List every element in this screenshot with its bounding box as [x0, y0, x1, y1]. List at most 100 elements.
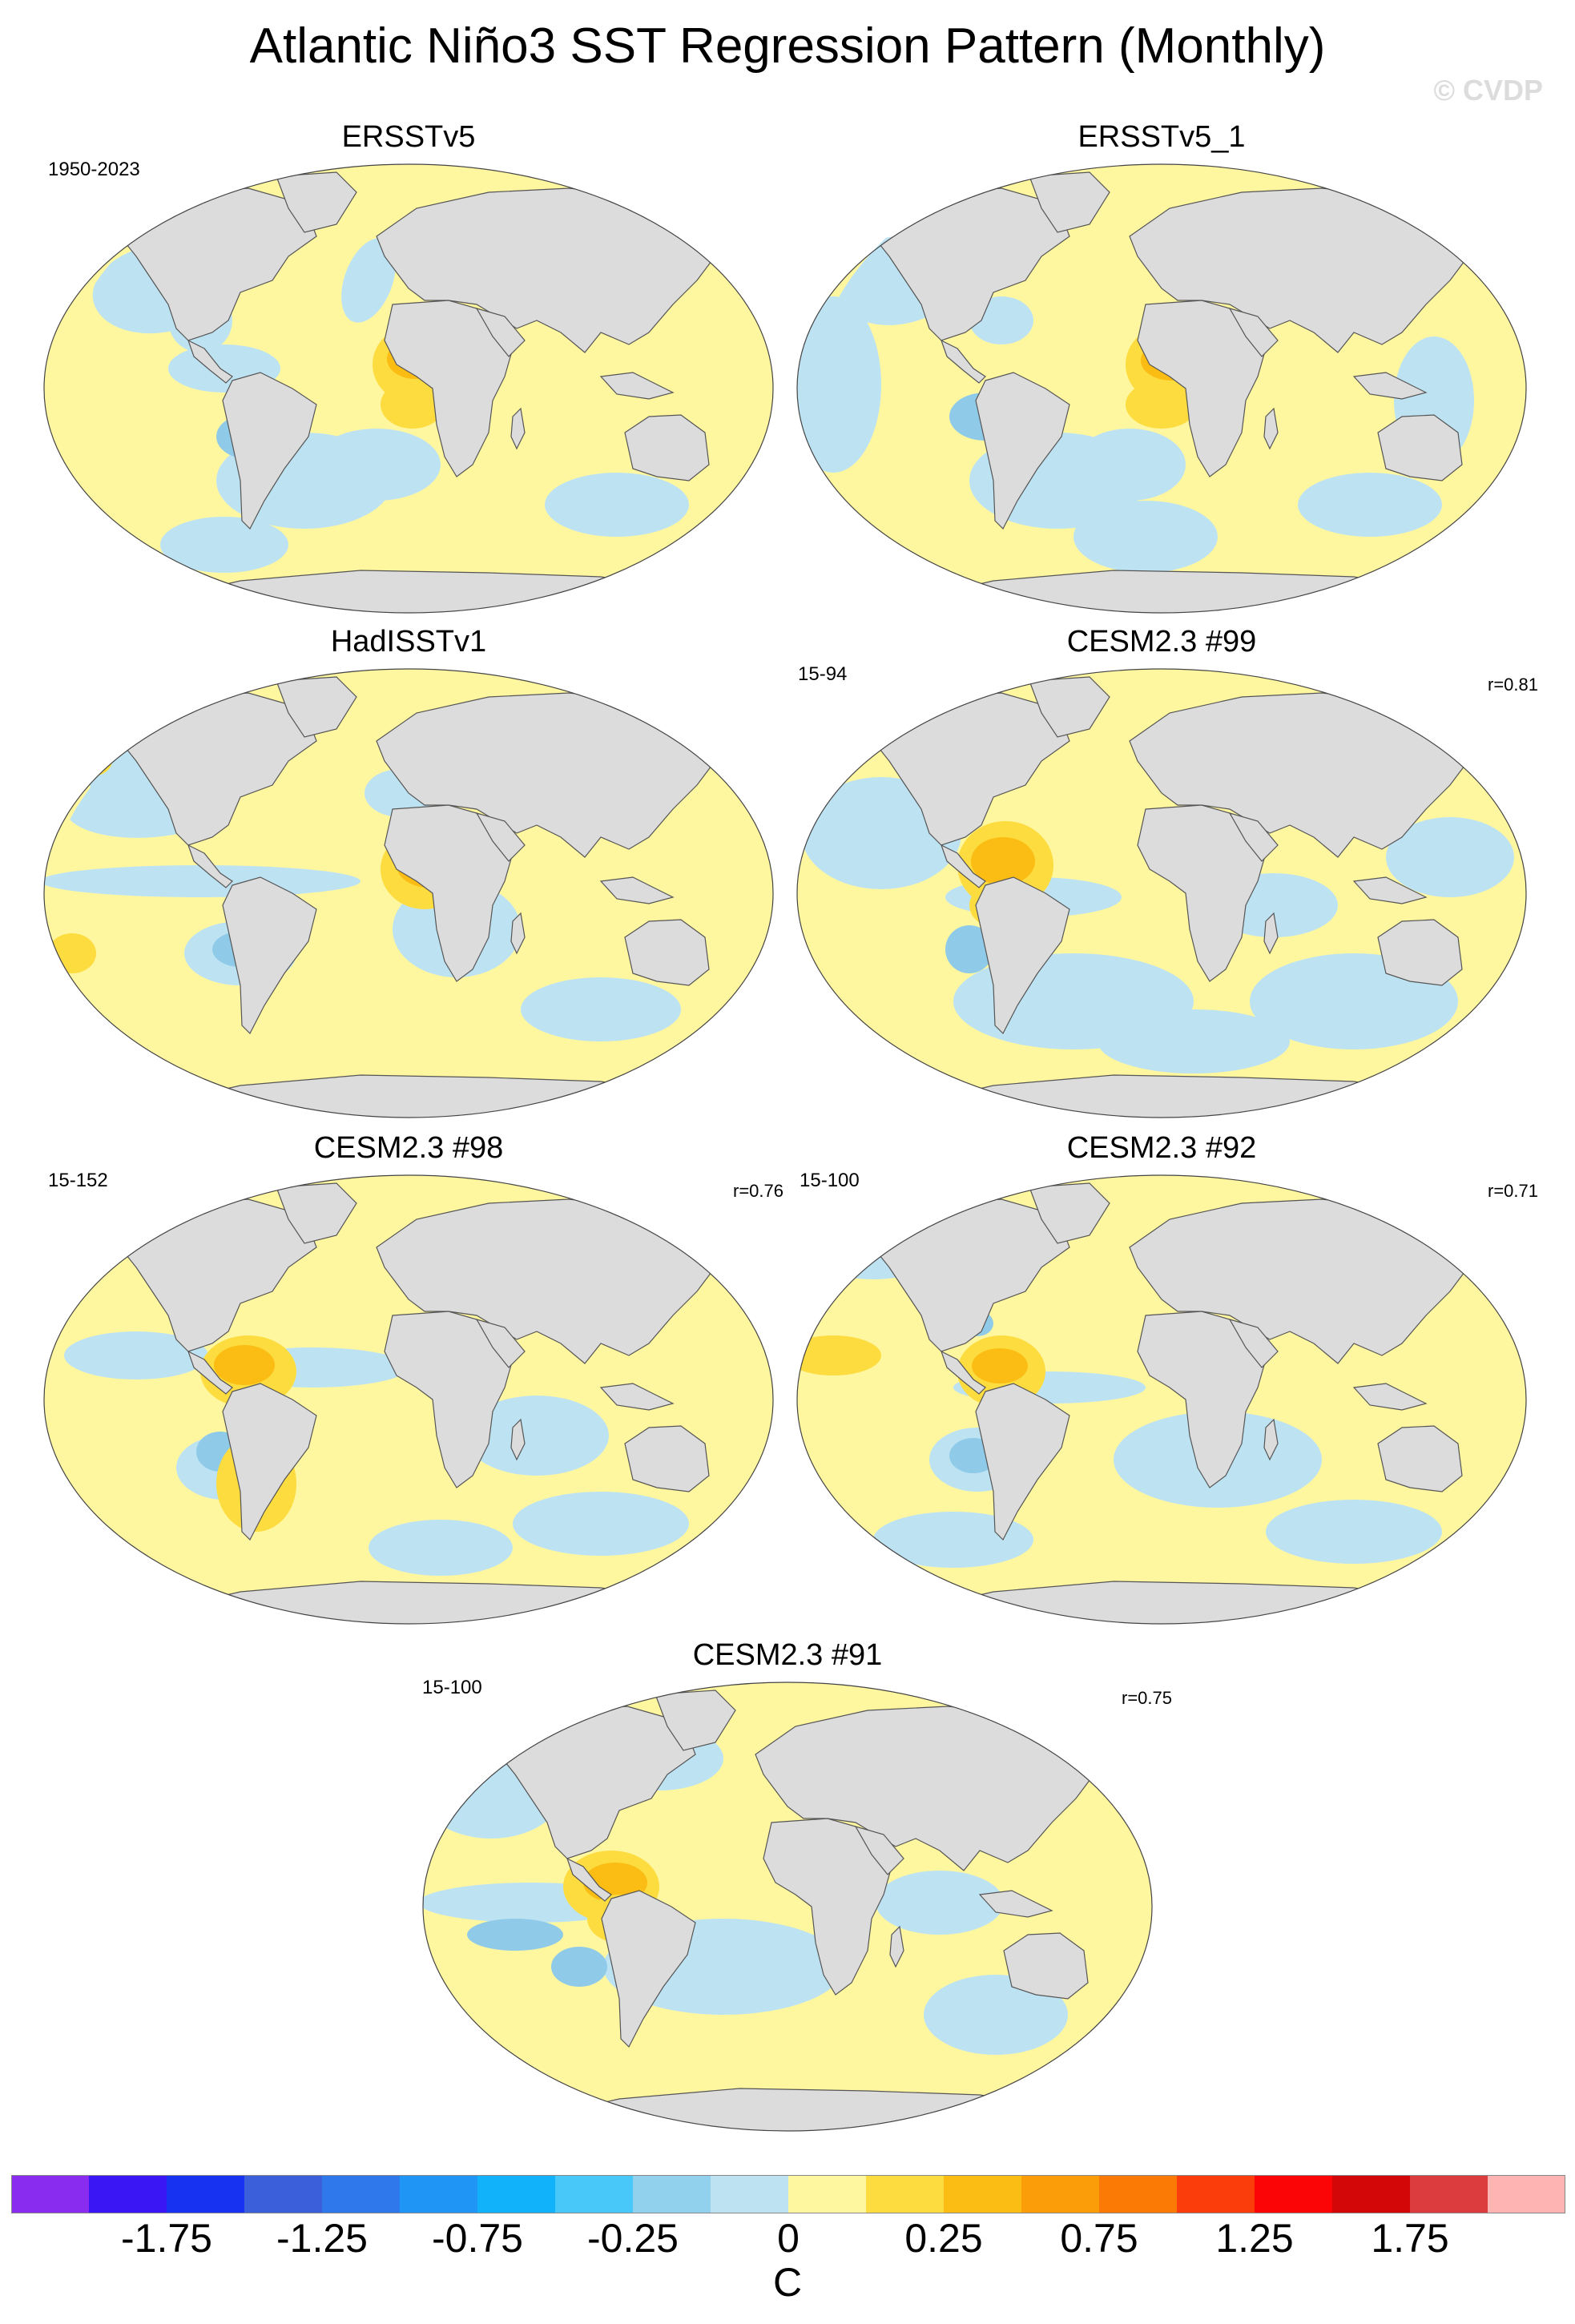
- negative-anomaly-region: [924, 1975, 1068, 2055]
- panel-correlation: r=0.81: [1488, 675, 1538, 695]
- cvdp-watermark: © CVDP: [1433, 74, 1543, 107]
- map-border: [43, 163, 774, 614]
- land-madagascar: [889, 1925, 904, 1968]
- land-south-america: [222, 1383, 317, 1541]
- colorbar-tick-label: 1.75: [1371, 2216, 1449, 2261]
- land-australia: [1377, 919, 1463, 986]
- panel-title: CESM2.3 #91: [692, 1638, 883, 1672]
- sst-map: [796, 668, 1527, 1118]
- panel-period: 15-100: [800, 1170, 860, 1191]
- colorbar-tick-label: 0.75: [1060, 2216, 1138, 2261]
- sst-map: [43, 1174, 774, 1625]
- sst-map: [43, 163, 774, 614]
- land-arabia: [1228, 812, 1279, 862]
- negative-anomaly-region: [467, 1919, 563, 1951]
- panel-title: CESM2.3 #92: [1066, 1131, 1257, 1165]
- land-central-america: [940, 844, 986, 888]
- land-south-america: [975, 1383, 1070, 1541]
- land-indonesia: [978, 1890, 1053, 1918]
- land-indonesia: [1352, 1383, 1428, 1411]
- panel-period: 15-94: [798, 663, 848, 685]
- map-border: [796, 668, 1527, 1118]
- panel-title: ERSSTv5_1: [1078, 120, 1246, 154]
- land-greenland: [1029, 1182, 1110, 1244]
- colorbar-outline: [11, 2175, 1565, 2213]
- panel-period: 15-100: [422, 1677, 482, 1698]
- colorbar-segment: [400, 2175, 477, 2213]
- negative-anomaly-region: [1073, 501, 1218, 573]
- sst-map: [422, 1682, 1153, 2132]
- land-south-america: [222, 372, 317, 530]
- positive-anomaly-region: [64, 745, 112, 777]
- panel-period: 1950-2023: [48, 159, 140, 180]
- negative-anomaly-region: [1098, 1009, 1290, 1073]
- negative-anomaly-region: [797, 296, 881, 473]
- map-border: [796, 1174, 1527, 1625]
- map-panel-2: ERSSTv5_1: [793, 120, 1530, 617]
- land-arabia: [475, 812, 526, 862]
- positive-anomaly-region: [381, 381, 445, 429]
- colorbar-segment: [555, 2175, 633, 2213]
- panel-period: 15-152: [48, 1170, 108, 1191]
- land-australia: [624, 1425, 710, 1492]
- map-panel-3: HadISSTv1: [40, 625, 777, 1122]
- negative-anomaly-region: [465, 1396, 609, 1476]
- land-indonesia: [1352, 372, 1428, 400]
- land-madagascar: [1263, 912, 1279, 955]
- land-indonesia: [1352, 876, 1428, 904]
- colorbar-segment: [1332, 2175, 1410, 2213]
- colorbar-segment: [711, 2175, 788, 2213]
- colorbar-segment: [633, 2175, 711, 2213]
- map-panel-4: CESM2.3 #99 15-94 r=0.81: [793, 625, 1538, 1122]
- colorbar-segment: [944, 2175, 1021, 2213]
- panel-title: CESM2.3 #99: [1066, 625, 1257, 659]
- colorbar-tick-label: -1.75: [121, 2216, 212, 2261]
- land-arabia: [475, 1319, 526, 1368]
- colorbar-segment: [89, 2175, 167, 2213]
- negative-anomaly-region: [551, 1947, 607, 1987]
- sst-map: [796, 1174, 1527, 1625]
- colorbar-tick-label: -0.75: [432, 2216, 523, 2261]
- map-panel-1: ERSSTv5 1950-2023: [40, 120, 777, 617]
- colorbar-segment: [1021, 2175, 1099, 2213]
- colorbar-segment: [866, 2175, 944, 2213]
- land-madagascar: [1263, 407, 1279, 450]
- negative-anomaly-region: [64, 1331, 208, 1379]
- panel-correlation: r=0.75: [1122, 1688, 1172, 1708]
- negative-anomaly-region: [873, 1512, 1033, 1568]
- land-madagascar: [1263, 1418, 1279, 1461]
- land-greenland: [1029, 676, 1110, 738]
- colorbar-segment: [1099, 2175, 1177, 2213]
- land-central-america: [187, 844, 233, 888]
- land-south-america: [222, 876, 317, 1035]
- colorbar-tick-label: 1.25: [1215, 2216, 1294, 2261]
- colorbar-tick-label: 0.25: [904, 2216, 983, 2261]
- land-greenland: [1029, 171, 1110, 233]
- positive-anomaly-region: [797, 1335, 881, 1375]
- map-panel-7: CESM2.3 #91 15-100 r=0.75: [419, 1638, 1172, 2135]
- land-central-america: [940, 1350, 986, 1395]
- positive-anomaly-region: [48, 933, 96, 973]
- negative-anomaly-region: [1266, 1500, 1442, 1564]
- land-central-america: [940, 339, 986, 384]
- land-australia: [1003, 1932, 1089, 2000]
- colorbar-tick-label: 0: [777, 2216, 800, 2261]
- colorbar-segment: [244, 2175, 322, 2213]
- positive-anomaly-region: [1126, 381, 1198, 429]
- land-australia: [624, 414, 710, 481]
- map-border: [43, 1174, 774, 1625]
- negative-anomaly-region: [817, 1231, 865, 1271]
- panel-title: CESM2.3 #98: [313, 1131, 504, 1165]
- panel-correlation: r=0.71: [1488, 1181, 1538, 1201]
- colorbar-tick-label: -0.25: [587, 2216, 679, 2261]
- colorbar-segment: [1255, 2175, 1332, 2213]
- land-madagascar: [510, 407, 526, 450]
- figure-title: Atlantic Niño3 SST Regression Pattern (M…: [249, 18, 1326, 74]
- land-indonesia: [599, 372, 675, 400]
- map-border: [43, 668, 774, 1118]
- land-south-america: [975, 876, 1070, 1035]
- land-greenland: [276, 171, 357, 233]
- land-arabia: [475, 308, 526, 357]
- colorbar-segment: [788, 2175, 866, 2213]
- land-indonesia: [599, 876, 675, 904]
